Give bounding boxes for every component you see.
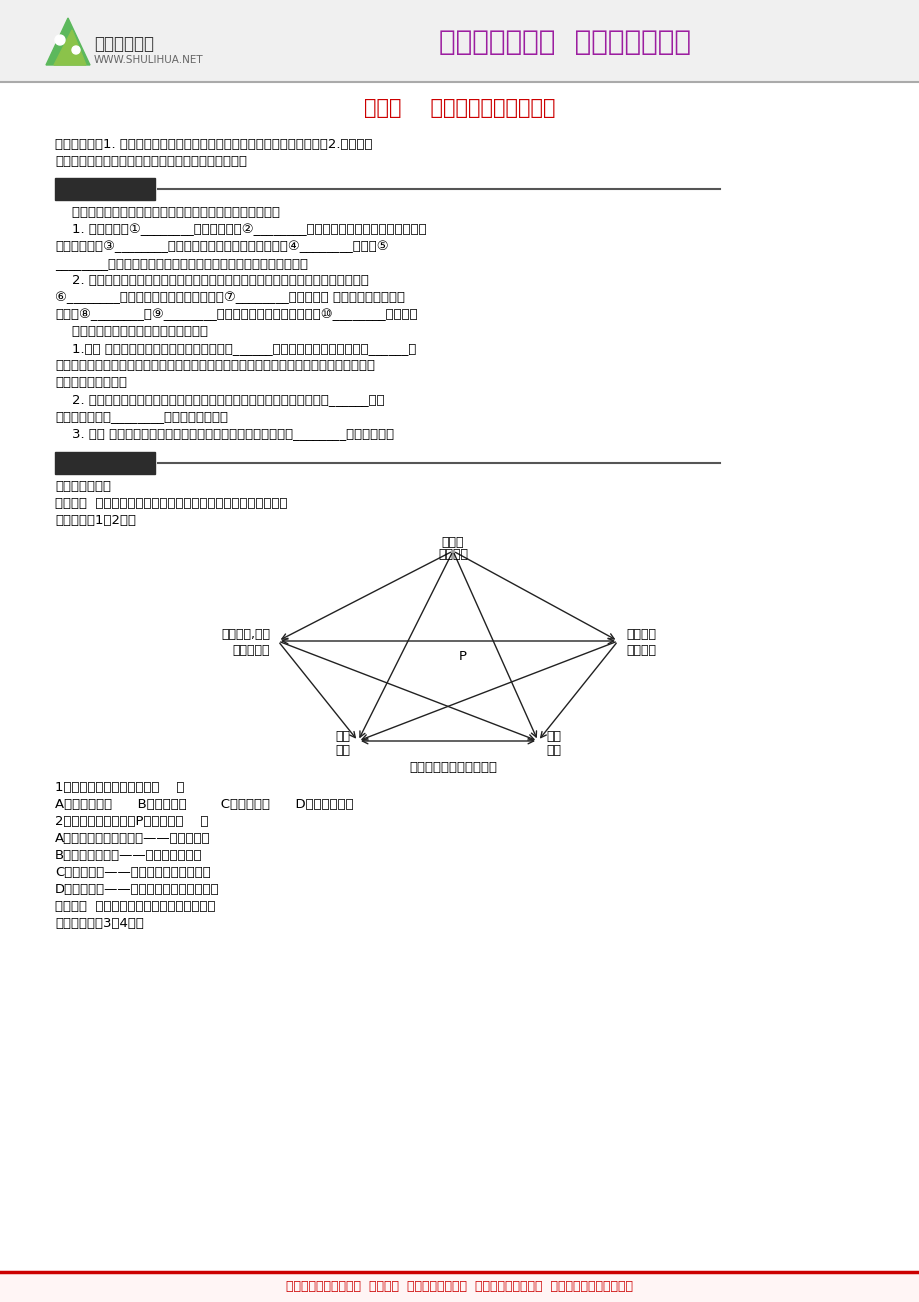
Text: 2. 地理环境各要素相互作用产生的新功能：生产功能：是指自然地理环境具有合成: 2. 地理环境各要素相互作用产生的新功能：生产功能：是指自然地理环境具有合成 <box>55 273 369 286</box>
Text: 集网络资源精华  汇名校名师力作: 集网络资源精华 汇名校名师力作 <box>438 29 690 56</box>
Text: 贫瘠: 贫瘠 <box>545 745 561 758</box>
Text: 1.特征 自然地理环境各要素每时每刻都在⑪______，各个要素的发展演化是⑫______，: 1.特征 自然地理环境各要素每时每刻都在⑪______，各个要素的发展演化是⑫_… <box>55 342 416 355</box>
Circle shape <box>72 46 80 53</box>
Text: 亚热带常: 亚热带常 <box>625 629 655 642</box>
Text: 读下图，回答3～4题。: 读下图，回答3～4题。 <box>55 917 143 930</box>
Text: A．降水多且集中于夏季——河流有夏汛: A．降水多且集中于夏季——河流有夏汛 <box>55 832 210 845</box>
Text: 读图，回答1～2题。: 读图，回答1～2题。 <box>55 514 136 527</box>
Text: 【基础达标练】: 【基础达标练】 <box>55 480 111 493</box>
Text: 书利华教育网: 书利华教育网 <box>94 35 153 53</box>
Text: 素通过⑧________和⑨________交换，使自然地理环境的性质⑩________的能力。: 素通过⑧________和⑨________交换，使自然地理环境的性质⑩____… <box>55 309 417 322</box>
Text: 一个要素的演化伴随着其他各个要素的演化。或者说，每个地理要素的演化都是自然地理环: 一个要素的演化伴随着其他各个要素的演化。或者说，每个地理要素的演化都是自然地理环 <box>55 359 375 372</box>
Text: 2．下列叙述中，属于P环节的是（    ）: 2．下列叙述中，属于P环节的是（ ） <box>55 815 209 828</box>
Text: ________交换，形成一个相互渗透、互相制约和相互联系的整体。: ________交换，形成一个相互渗透、互相制约和相互联系的整体。 <box>55 256 308 270</box>
Text: 对点训练 ●: 对点训练 ● <box>80 467 130 482</box>
Text: 3. 表现 某一自然地理要素的变化，会导致其他要素及整个⑮________状态的改变。: 3. 表现 某一自然地理要素的变化，会导致其他要素及整个⑮________状态的… <box>55 427 393 440</box>
Text: 自然地理环境⑭________的重要表现形式。: 自然地理环境⑭________的重要表现形式。 <box>55 410 228 423</box>
Bar <box>0 1272 919 1302</box>
Text: B．植被破坏严重——易形成红色沙漠: B．植被破坏严重——易形成红色沙漠 <box>55 849 202 862</box>
Text: 知识点二  自然地理环境具有统一的演化过程: 知识点二 自然地理环境具有统一的演化过程 <box>55 900 215 913</box>
Text: 2. 意义：自然地理要素的统一变化过程，保证了自然地理要素之间的⑬______，是: 2. 意义：自然地理要素的统一变化过程，保证了自然地理要素之间的⑬______，… <box>55 393 384 406</box>
Text: 地理环境各要素的相互作用，理解地理环境的整体性。: 地理环境各要素的相互作用，理解地理环境的整体性。 <box>55 155 246 168</box>
Polygon shape <box>46 18 90 65</box>
Bar <box>0 0 919 79</box>
Text: 知识清单 ●: 知识清单 ● <box>80 194 130 208</box>
Text: 【学习目标】1. 举例说明某自然地理要素在地理环境形成和演变中的作用。2.举例说明: 【学习目标】1. 举例说明某自然地理要素在地理环境形成和演变中的作用。2.举例说… <box>55 138 372 151</box>
Text: WWW.SHULIHUA.NET: WWW.SHULIHUA.NET <box>94 55 203 65</box>
Text: 汛，富水力: 汛，富水力 <box>233 644 269 658</box>
Text: 丘陵: 丘陵 <box>335 745 349 758</box>
Bar <box>55 452 154 474</box>
Text: P: P <box>459 650 467 663</box>
Text: 1. 地理环境由①________、水、岩石、②________、土壤等地理要素组成，这些要素: 1. 地理环境由①________、水、岩石、②________、土壤等地理要素… <box>55 223 426 236</box>
Text: D．山区坡陡——水流湍急，水力资源丰富: D．山区坡陡——水流湍急，水力资源丰富 <box>55 883 220 896</box>
Text: 一、地理要素间的物质与能量交换及其相互作用产生新功能: 一、地理要素间的物质与能量交换及其相互作用产生新功能 <box>55 206 279 219</box>
Text: 提供精品打包资料下载  组卷服务  看万节优质课录像  免费下百万教学资源  提供论文写作及发表服务: 提供精品打包资料下载 组卷服务 看万节优质课录像 免费下百万教学资源 提供论文写… <box>286 1280 633 1293</box>
Text: 通过水循环、③________和岩石圈物质循环等过程，进行着④________迁移和⑤: 通过水循环、③________和岩石圈物质循环等过程，进行着④________迁… <box>55 240 388 253</box>
Bar <box>55 178 154 201</box>
Text: ⑥________的能力，生产功能主要依赖于⑦________。平衡功能 是指各个自然地理要: ⑥________的能力，生产功能主要依赖于⑦________。平衡功能 是指各… <box>55 292 404 303</box>
Text: 低山: 低山 <box>335 729 349 742</box>
Text: 第一节    自然地理环境的整体性: 第一节 自然地理环境的整体性 <box>364 98 555 118</box>
Text: 季风气候: 季风气候 <box>437 548 468 561</box>
Text: 绿阔叶林: 绿阔叶林 <box>625 644 655 658</box>
Text: A．整体性特征      B．生产功能        C．平衡功能      D．差异性特征: A．整体性特征 B．生产功能 C．平衡功能 D．差异性特征 <box>55 798 353 811</box>
Polygon shape <box>54 30 85 65</box>
Text: 知识点一  地理要素间的物质与能量交换及其相互作用产生新功能: 知识点一 地理要素间的物质与能量交换及其相互作用产生新功能 <box>55 497 288 510</box>
Text: 某地区各自然要素关系图: 某地区各自然要素关系图 <box>409 760 496 773</box>
Text: 境演化的一个方面。: 境演化的一个方面。 <box>55 376 127 389</box>
Text: C．高温多雨——有机质分解快，积累少: C．高温多雨——有机质分解快，积累少 <box>55 866 210 879</box>
Text: 河流众多,有夏: 河流众多,有夏 <box>221 629 269 642</box>
Text: 二、自然地理环境具有统一的演化过程: 二、自然地理环境具有统一的演化过程 <box>55 326 208 339</box>
Text: 红壤: 红壤 <box>545 729 561 742</box>
Circle shape <box>55 35 65 46</box>
Text: 亚热带: 亚热带 <box>441 536 464 549</box>
Text: 1．该图反映了地理环境的（    ）: 1．该图反映了地理环境的（ ） <box>55 781 185 794</box>
